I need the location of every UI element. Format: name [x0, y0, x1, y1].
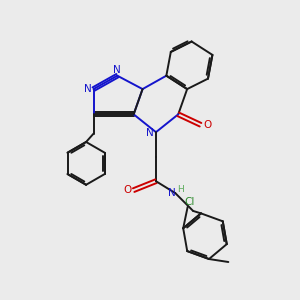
Text: N: N [168, 188, 176, 198]
Text: N: N [113, 65, 121, 75]
Text: O: O [123, 185, 131, 195]
Text: N: N [84, 84, 92, 94]
Text: H: H [177, 185, 184, 194]
Text: Cl: Cl [184, 196, 194, 206]
Text: O: O [203, 120, 211, 130]
Text: N: N [146, 128, 153, 138]
